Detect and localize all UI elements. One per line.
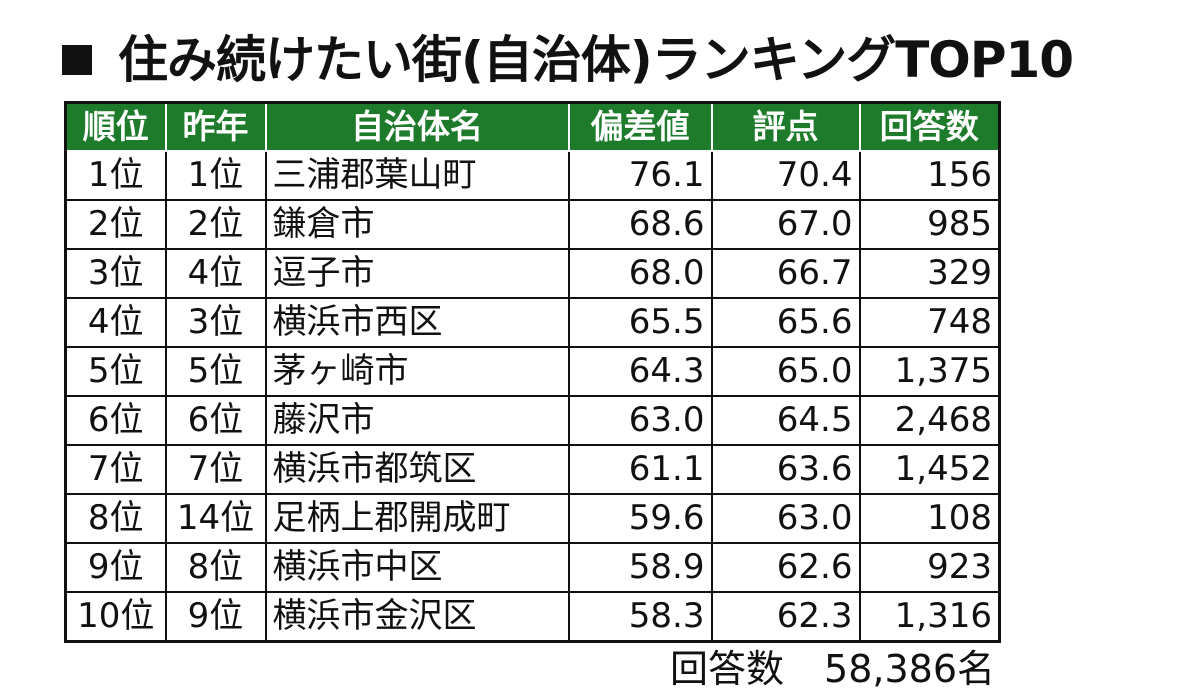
cell-municipality: 茅ヶ崎市 [264, 346, 570, 397]
cell-responses: 2,468 [858, 395, 1001, 446]
cell-rank: 10位 [64, 591, 167, 643]
cell-last-year: 9位 [164, 591, 267, 643]
cell-rank: 9位 [64, 542, 167, 593]
cell-score: 63.0 [710, 493, 861, 544]
cell-rank: 3位 [64, 248, 167, 299]
cell-deviation: 68.6 [567, 199, 713, 250]
table-row: 2位 2位 鎌倉市 68.6 67.0 985 [64, 199, 1001, 250]
cell-responses: 748 [858, 297, 1001, 348]
cell-last-year: 2位 [164, 199, 267, 250]
page-title: 住み続けたい街(自治体)ランキングTOP10 [62, 28, 1074, 92]
cell-score: 65.6 [710, 297, 861, 348]
table-row: 6位 6位 藤沢市 63.0 64.5 2,468 [64, 395, 1001, 446]
cell-deviation: 65.5 [567, 297, 713, 348]
total-responses: 回答数 58,386名 [670, 644, 995, 694]
cell-score: 70.4 [710, 150, 861, 201]
cell-municipality: 足柄上郡開成町 [264, 493, 570, 544]
cell-deviation: 61.1 [567, 444, 713, 495]
cell-municipality: 鎌倉市 [264, 199, 570, 250]
table-row: 1位 1位 三浦郡葉山町 76.1 70.4 156 [64, 150, 1001, 201]
ranking-table: 順位 昨年 自治体名 偏差値 評点 回答数 1位 1位 三浦郡葉山町 76.1 70.4… [64, 101, 1001, 643]
cell-responses: 108 [858, 493, 1001, 544]
cell-deviation: 76.1 [567, 150, 713, 201]
cell-last-year: 14位 [164, 493, 267, 544]
cell-municipality: 逗子市 [264, 248, 570, 299]
cell-deviation: 63.0 [567, 395, 713, 446]
cell-score: 64.5 [710, 395, 861, 446]
cell-rank: 1位 [64, 150, 167, 201]
cell-deviation: 58.3 [567, 591, 713, 643]
total-responses-label: 回答数 [670, 647, 785, 691]
cell-score: 63.6 [710, 444, 861, 495]
cell-score: 67.0 [710, 199, 861, 250]
cell-score: 62.6 [710, 542, 861, 593]
cell-rank: 4位 [64, 297, 167, 348]
header-responses: 回答数 [858, 101, 1001, 152]
cell-deviation: 58.9 [567, 542, 713, 593]
title-text: 住み続けたい街(自治体)ランキングTOP10 [118, 31, 1074, 89]
cell-rank: 7位 [64, 444, 167, 495]
table-row: 4位 3位 横浜市西区 65.5 65.6 748 [64, 297, 1001, 348]
cell-municipality: 三浦郡葉山町 [264, 150, 570, 201]
cell-deviation: 64.3 [567, 346, 713, 397]
header-score: 評点 [710, 101, 861, 152]
table-row: 9位 8位 横浜市中区 58.9 62.6 923 [64, 542, 1001, 593]
cell-responses: 1,375 [858, 346, 1001, 397]
cell-last-year: 3位 [164, 297, 267, 348]
table-body: 1位 1位 三浦郡葉山町 76.1 70.4 156 2位 2位 鎌倉市 68.6 67.0 985 3… [64, 150, 1001, 643]
cell-responses: 923 [858, 542, 1001, 593]
cell-rank: 5位 [64, 346, 167, 397]
cell-score: 66.7 [710, 248, 861, 299]
cell-municipality: 横浜市中区 [264, 542, 570, 593]
cell-responses: 156 [858, 150, 1001, 201]
cell-responses: 1,452 [858, 444, 1001, 495]
cell-last-year: 6位 [164, 395, 267, 446]
cell-last-year: 8位 [164, 542, 267, 593]
cell-deviation: 59.6 [567, 493, 713, 544]
table-row: 8位 14位 足柄上郡開成町 59.6 63.0 108 [64, 493, 1001, 544]
cell-rank: 6位 [64, 395, 167, 446]
cell-municipality: 藤沢市 [264, 395, 570, 446]
cell-responses: 985 [858, 199, 1001, 250]
header-last-year: 昨年 [164, 101, 267, 152]
cell-last-year: 1位 [164, 150, 267, 201]
table-header-row: 順位 昨年 自治体名 偏差値 評点 回答数 [64, 101, 1001, 152]
cell-last-year: 4位 [164, 248, 267, 299]
cell-last-year: 7位 [164, 444, 267, 495]
cell-rank: 2位 [64, 199, 167, 250]
cell-municipality: 横浜市西区 [264, 297, 570, 348]
cell-responses: 1,316 [858, 591, 1001, 643]
table-row: 5位 5位 茅ヶ崎市 64.3 65.0 1,375 [64, 346, 1001, 397]
header-rank: 順位 [64, 101, 167, 152]
header-deviation: 偏差値 [567, 101, 713, 152]
cell-deviation: 68.0 [567, 248, 713, 299]
cell-responses: 329 [858, 248, 1001, 299]
title-square-bullet [62, 45, 92, 75]
total-responses-value: 58,386名 [824, 647, 995, 691]
cell-score: 62.3 [710, 591, 861, 643]
table-row: 7位 7位 横浜市都筑区 61.1 63.6 1,452 [64, 444, 1001, 495]
cell-last-year: 5位 [164, 346, 267, 397]
table-row: 10位 9位 横浜市金沢区 58.3 62.3 1,316 [64, 591, 1001, 643]
cell-municipality: 横浜市金沢区 [264, 591, 570, 643]
cell-municipality: 横浜市都筑区 [264, 444, 570, 495]
header-municipality: 自治体名 [264, 101, 570, 152]
cell-rank: 8位 [64, 493, 167, 544]
table-row: 3位 4位 逗子市 68.0 66.7 329 [64, 248, 1001, 299]
cell-score: 65.0 [710, 346, 861, 397]
